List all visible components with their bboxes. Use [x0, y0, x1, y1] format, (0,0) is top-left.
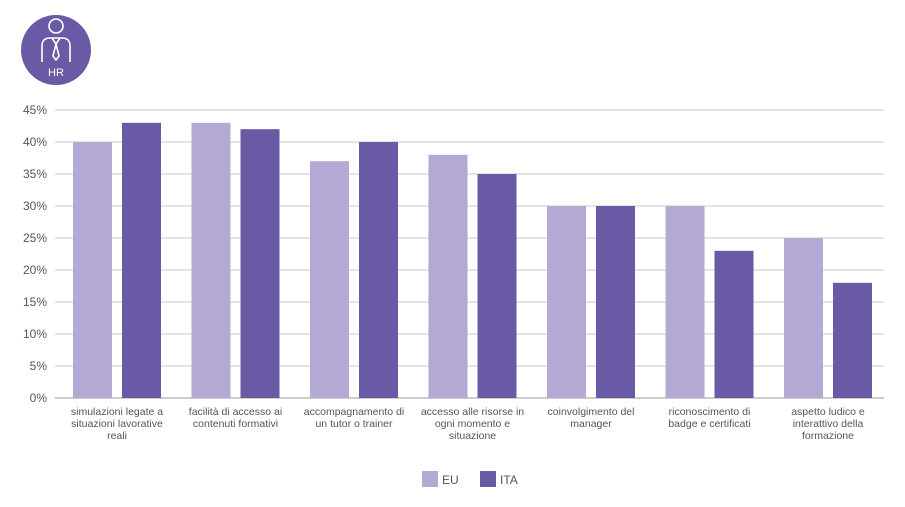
- y-tick-label: 10%: [23, 327, 47, 341]
- person-tie-icon: [41, 18, 71, 62]
- category-label: accesso alle risorse in ogni momento e sit…: [421, 406, 524, 442]
- bars: [73, 122, 872, 399]
- bar-ita: [714, 250, 754, 398]
- bar-ita: [359, 142, 398, 398]
- y-tick-label: 30%: [23, 199, 47, 213]
- bar-ita: [477, 174, 517, 398]
- bar-eu: [191, 122, 231, 399]
- bar-ita: [240, 129, 280, 398]
- bar-ita: [596, 206, 635, 398]
- bar-eu: [665, 206, 705, 398]
- category-label: coinvolgimento del manager: [548, 406, 635, 430]
- y-tick-label: 15%: [23, 295, 47, 309]
- bar-eu: [73, 142, 112, 398]
- y-tick-label: 35%: [23, 167, 47, 181]
- y-tick-label: 25%: [23, 231, 47, 245]
- category-label: facilità di accesso ai contenuti formativ…: [189, 406, 282, 430]
- category-labels: simulazioni legate a situazioni lavorativ…: [71, 406, 865, 442]
- y-tick-label: 5%: [30, 359, 48, 373]
- legend-label-ita: ITA: [500, 473, 518, 487]
- hr-badge: HR: [21, 15, 91, 85]
- legend: EU ITA: [422, 471, 518, 487]
- bar-eu: [784, 238, 823, 398]
- bar-eu: [547, 206, 586, 398]
- y-tick-label: 0%: [30, 391, 48, 405]
- bar-ita: [122, 122, 161, 399]
- bar-eu: [428, 154, 468, 398]
- grid-lines: [55, 109, 884, 399]
- legend-swatch-ita: [480, 471, 496, 487]
- y-axis-ticks: 0% 5% 10% 15% 20% 25% 30% 35% 40% 45%: [23, 103, 47, 405]
- y-tick-label: 45%: [23, 103, 47, 117]
- legend-swatch-eu: [422, 471, 438, 487]
- y-tick-label: 40%: [23, 135, 47, 149]
- category-label: aspetto ludico e interattivo della formazi…: [791, 406, 865, 442]
- category-label: accompagnamento di un tutor o trainer: [304, 406, 404, 430]
- hr-badge-label: HR: [48, 67, 64, 79]
- hr-badge-circle: [21, 15, 91, 85]
- y-tick-label: 20%: [23, 263, 47, 277]
- bar-ita: [833, 282, 872, 398]
- category-label: riconoscimento di badge e certificati: [668, 406, 750, 430]
- legend-label-eu: EU: [442, 473, 459, 487]
- category-label: simulazioni legate a situazioni lavorativ…: [71, 406, 163, 442]
- bar-eu: [310, 161, 349, 398]
